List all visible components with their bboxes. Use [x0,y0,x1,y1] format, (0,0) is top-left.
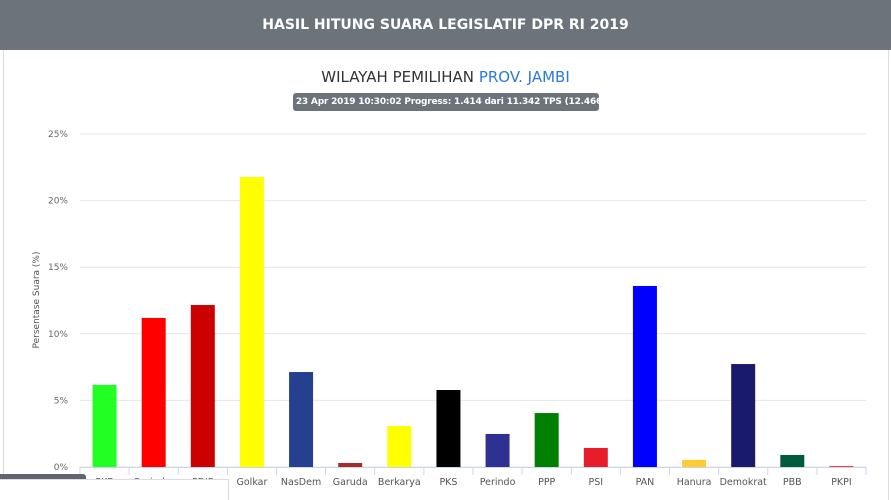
bar-berkarya[interactable] [387,425,412,467]
x-tick-label: Garuda [333,477,368,488]
region-name: PROV. JAMBI [478,68,570,86]
bar-nasdem[interactable] [289,372,314,467]
x-tick-label: PPP [538,477,555,488]
bar-pks[interactable] [436,390,461,467]
x-tick-label: Berkarya [378,477,421,488]
bar-pdip[interactable] [190,305,215,467]
x-tick-label: PKS [439,477,457,488]
bar-golkar[interactable] [239,177,264,467]
overlay-panel [0,479,229,500]
chart-card [3,50,889,500]
bar-gerindra[interactable] [141,317,166,467]
x-tick-label: PKPI [831,477,852,488]
bar-garuda[interactable] [338,463,363,467]
x-tick-label: PAN [636,477,655,488]
subtitle-prefix: WILAYAH PEMILIHAN [321,68,475,86]
y-tick-label: 15% [48,263,68,273]
x-tick-label: Golkar [237,477,268,488]
bar-pkb[interactable] [92,384,117,467]
bar-pbb[interactable] [780,455,805,467]
x-tick-label: Hanura [677,477,712,488]
bar-demokrat[interactable] [731,364,756,467]
x-tick-label: Demokrat [720,477,767,488]
y-tick-label: 20% [48,197,68,207]
version-badge: Versi: 23 Apr 2019 10:30:02 Progress: 1.… [265,93,627,111]
overlay-bar [0,474,86,480]
y-tick-label: 0% [54,463,69,473]
bar-perindo[interactable] [485,433,510,467]
bar-ppp[interactable] [534,413,559,467]
y-tick-label: 5% [54,396,69,406]
y-tick-label: 25% [48,130,68,140]
y-axis-label: Persentase Suara (%) [32,252,42,349]
page-header: HASIL HITUNG SUARA LEGISLATIF DPR RI 201… [0,0,891,50]
bar-psi[interactable] [583,447,608,467]
y-tick-label: 10% [48,330,68,340]
header-title: HASIL HITUNG SUARA LEGISLATIF DPR RI 201… [262,17,629,33]
chart-subtitle: WILAYAH PEMILIHAN PROV. JAMBI [0,68,891,86]
x-tick-label: NasDem [281,477,321,488]
bar-pan[interactable] [632,285,657,467]
bar-pkpi[interactable] [829,465,854,467]
x-tick-label: PSI [589,477,604,488]
bar-hanura[interactable] [682,459,707,467]
x-tick-label: Perindo [480,477,516,488]
x-tick-label: PBB [783,477,802,488]
